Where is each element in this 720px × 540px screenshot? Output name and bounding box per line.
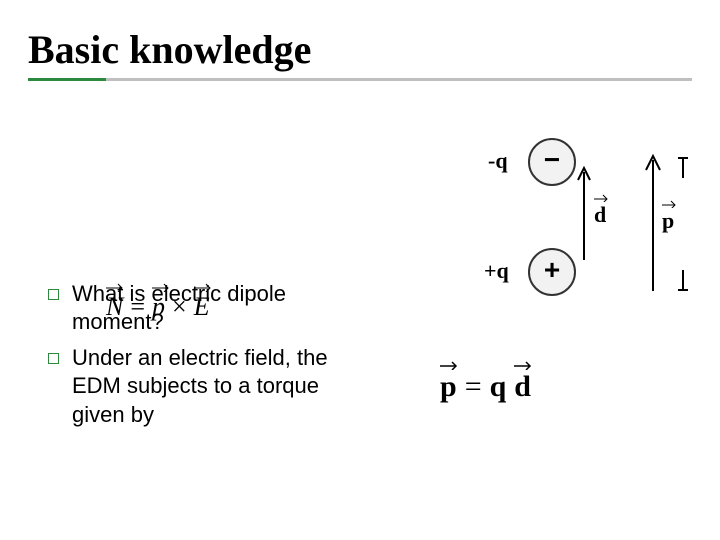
bullet-text: Under an electric field, the EDM subject… — [72, 345, 328, 426]
vector-arrow-icon — [152, 282, 172, 292]
title-block: Basic knowledge — [28, 28, 692, 81]
label-p: p — [662, 208, 674, 234]
equals-sign: = — [130, 292, 146, 322]
var-p: p — [152, 292, 166, 322]
negative-charge-icon: − — [528, 138, 576, 186]
page-title: Basic knowledge — [28, 28, 692, 72]
eq2-p-text: p — [440, 370, 457, 403]
vector-arrow-icon — [106, 282, 126, 292]
title-underline — [28, 78, 692, 81]
vector-arrow-icon — [194, 282, 214, 292]
vector-arrow-icon — [440, 360, 460, 370]
eq2-d-text: d — [514, 370, 531, 403]
eq2-p: p — [440, 370, 457, 404]
vector-arrow-icon — [594, 194, 610, 202]
list-item: Under an electric field, the EDM subject… — [48, 344, 368, 428]
slide: Basic knowledge What is electric dipole … — [0, 0, 720, 540]
eq2-d: d — [514, 370, 531, 404]
torque-formula: N = p × E — [106, 292, 211, 322]
eq2-equals: = — [465, 370, 482, 404]
eq2-q: q — [490, 370, 507, 404]
var-N: N — [106, 292, 124, 322]
d-text: d — [594, 202, 606, 227]
formula-p: p — [152, 292, 166, 321]
label-d: d — [594, 202, 606, 228]
plus-sign: + — [544, 254, 560, 285]
formula-lhs: N — [106, 292, 124, 321]
vector-arrow-icon — [514, 360, 534, 370]
label-plus-q: +q — [484, 258, 509, 284]
var-E: E — [194, 292, 211, 322]
bullet-marker-icon — [48, 353, 59, 364]
minus-sign: − — [544, 144, 560, 175]
positive-charge-icon: + — [528, 248, 576, 296]
bullet-marker-icon — [48, 289, 59, 300]
label-minus-q: -q — [488, 148, 508, 174]
tick-marks-icon — [676, 150, 690, 300]
formula-E: E — [194, 292, 211, 321]
title-underline-accent — [28, 78, 106, 81]
title-underline-grey — [28, 78, 692, 81]
p-text: p — [662, 208, 674, 233]
dipole-diagram: -q − +q + d p — [440, 130, 700, 360]
cross-operator: × — [172, 292, 188, 322]
dipole-equation: p = q d — [440, 370, 531, 404]
